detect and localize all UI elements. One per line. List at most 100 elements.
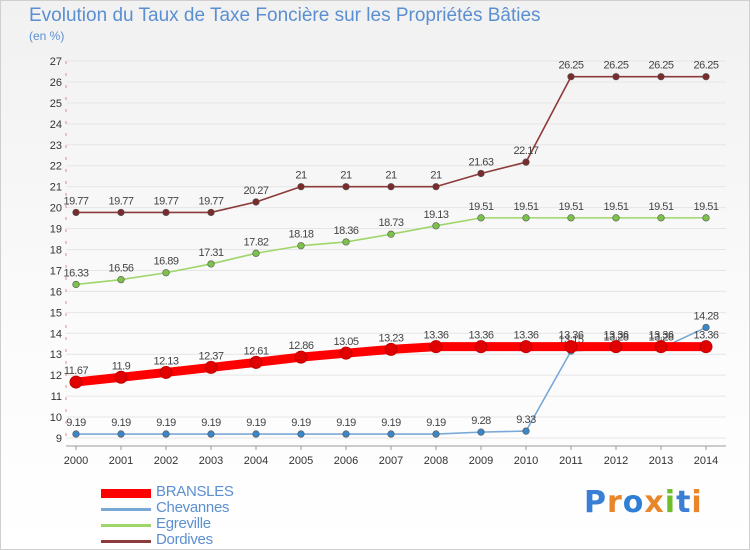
data-point-chevannes bbox=[702, 323, 710, 332]
data-point-chevannes bbox=[522, 427, 530, 435]
y-tick-label: 9 bbox=[56, 433, 62, 445]
data-point-egreville bbox=[387, 230, 395, 238]
y-tick-label: 16 bbox=[50, 286, 62, 298]
data-point-bransles bbox=[474, 340, 488, 354]
x-tick-label: 2003 bbox=[199, 455, 223, 467]
data-point-egreville bbox=[117, 276, 125, 284]
data-label-bransles: 12.13 bbox=[153, 355, 178, 367]
data-label-chevannes: 9.19 bbox=[291, 417, 311, 429]
data-point-dordives bbox=[72, 208, 80, 217]
y-tick-label: 20 bbox=[50, 203, 62, 215]
data-point-dordives bbox=[252, 198, 260, 206]
data-point-bransles bbox=[609, 340, 623, 354]
data-label-chevannes: 9.19 bbox=[156, 417, 176, 429]
data-label-dordives: 26.25 bbox=[603, 60, 628, 72]
data-point-egreville bbox=[342, 238, 350, 246]
logo-letter: i bbox=[691, 485, 703, 520]
data-point-bransles bbox=[384, 342, 398, 356]
y-tick-label: 19 bbox=[50, 224, 62, 236]
x-tick-label: 2006 bbox=[334, 455, 358, 467]
legend-label: Dordives bbox=[156, 531, 213, 548]
legend-item-egreville: Egreville bbox=[101, 515, 321, 533]
data-label-chevannes: 9.19 bbox=[111, 417, 131, 429]
data-label-egreville: 19.51 bbox=[603, 201, 628, 213]
data-label-bransles: 12.86 bbox=[288, 340, 313, 352]
legend-label: Chevannes bbox=[156, 499, 230, 516]
y-tick-label: 13 bbox=[50, 349, 62, 361]
data-label-chevannes: 9.33 bbox=[516, 414, 536, 426]
data-point-dordives bbox=[387, 183, 395, 191]
data-label-egreville: 19.13 bbox=[423, 209, 448, 221]
data-label-chevannes: 9.19 bbox=[336, 417, 356, 429]
data-point-chevannes bbox=[432, 430, 440, 438]
data-label-chevannes: 14.28 bbox=[693, 310, 718, 322]
data-label-dordives: 19.77 bbox=[198, 195, 223, 207]
y-tick-label: 12 bbox=[50, 370, 62, 382]
data-label-bransles: 13.23 bbox=[378, 332, 403, 344]
legend-item-bransles: BRANSLES bbox=[101, 483, 321, 501]
data-point-chevannes bbox=[387, 430, 395, 438]
data-label-dordives: 21 bbox=[340, 170, 352, 182]
data-point-egreville bbox=[252, 249, 260, 257]
x-tick-label: 2000 bbox=[64, 455, 88, 467]
x-tick-label: 2010 bbox=[514, 455, 538, 467]
x-tick-label: 2009 bbox=[469, 455, 493, 467]
data-label-dordives: 19.77 bbox=[153, 195, 178, 207]
data-label-bransles: 13.05 bbox=[333, 336, 358, 348]
data-label-egreville: 18.18 bbox=[288, 229, 313, 241]
data-point-egreville bbox=[162, 269, 170, 277]
y-tick-label: 21 bbox=[50, 182, 62, 194]
data-point-dordives bbox=[432, 183, 440, 191]
data-label-egreville: 19.51 bbox=[468, 201, 493, 213]
data-point-egreville bbox=[567, 214, 575, 222]
data-point-egreville bbox=[207, 260, 215, 268]
data-label-egreville: 19.51 bbox=[693, 201, 718, 213]
data-label-chevannes: 9.19 bbox=[426, 417, 446, 429]
x-tick-label: 2012 bbox=[604, 455, 628, 467]
data-point-bransles bbox=[159, 365, 173, 379]
data-label-egreville: 18.36 bbox=[333, 225, 358, 237]
data-label-dordives: 26.25 bbox=[693, 60, 718, 72]
data-label-chevannes: 9.19 bbox=[201, 417, 221, 429]
data-point-bransles bbox=[699, 340, 713, 354]
data-point-dordives bbox=[297, 183, 305, 191]
x-tick-label: 2005 bbox=[289, 455, 313, 467]
data-label-egreville: 17.31 bbox=[198, 247, 223, 259]
logo-letter: P bbox=[584, 485, 607, 520]
data-point-bransles bbox=[429, 340, 443, 354]
chart-subtitle: (en %) bbox=[29, 29, 65, 43]
data-label-dordives: 26.25 bbox=[648, 60, 673, 72]
logo-letter: t bbox=[676, 485, 692, 520]
data-point-egreville bbox=[612, 214, 620, 222]
data-label-bransles: 13.36 bbox=[513, 330, 538, 342]
legend-swatch bbox=[101, 524, 151, 527]
data-point-bransles bbox=[339, 346, 353, 360]
y-tick-label: 18 bbox=[50, 245, 62, 257]
data-label-dordives: 21 bbox=[385, 170, 397, 182]
data-point-dordives bbox=[612, 73, 620, 81]
data-point-chevannes bbox=[162, 430, 170, 438]
data-point-dordives bbox=[342, 183, 350, 191]
logo-letter: x bbox=[644, 485, 665, 520]
data-label-dordives: 20.27 bbox=[243, 185, 268, 197]
data-label-egreville: 19.51 bbox=[648, 201, 673, 213]
data-label-chevannes: 9.19 bbox=[66, 417, 86, 429]
data-point-bransles bbox=[654, 340, 668, 354]
data-label-dordives: 21.63 bbox=[468, 156, 493, 168]
data-label-bransles: 13.36 bbox=[558, 330, 583, 342]
data-point-dordives bbox=[522, 158, 530, 166]
data-label-egreville: 16.89 bbox=[153, 256, 178, 268]
y-tick-label: 10 bbox=[50, 412, 62, 424]
y-tick-label: 22 bbox=[50, 161, 62, 173]
logo-letter: r bbox=[607, 485, 623, 520]
x-tick-label: 2002 bbox=[154, 455, 178, 467]
y-tick-label: 17 bbox=[50, 265, 62, 277]
data-label-chevannes: 9.19 bbox=[246, 417, 266, 429]
chart-title: Evolution du Taux de Taxe Foncière sur l… bbox=[29, 5, 541, 26]
data-label-dordives: 21 bbox=[430, 170, 442, 182]
data-point-chevannes bbox=[297, 430, 305, 438]
data-label-egreville: 18.73 bbox=[378, 217, 403, 229]
data-label-bransles: 13.36 bbox=[468, 330, 493, 342]
legend-swatch bbox=[101, 489, 151, 498]
